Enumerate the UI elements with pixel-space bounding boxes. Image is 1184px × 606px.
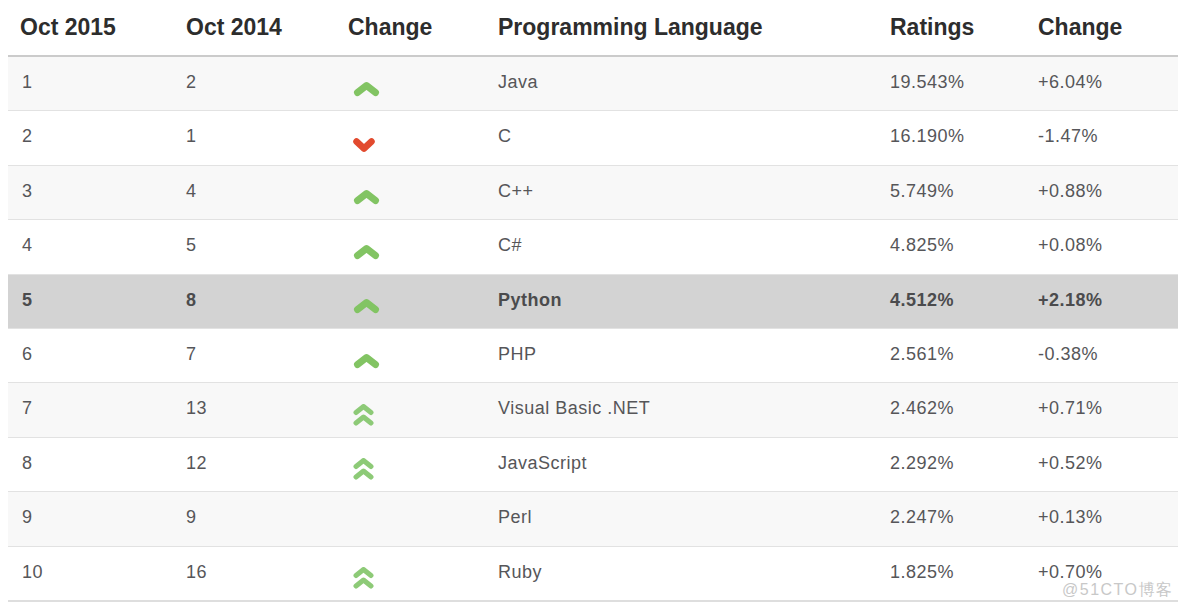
cell-ratings: 4.825%: [878, 220, 1026, 274]
cell-language: C: [486, 111, 878, 165]
cell-ratings: 4.512%: [878, 274, 1026, 328]
column-header-language: Programming Language: [486, 0, 878, 56]
arrow-double-up-icon: [353, 458, 374, 481]
arrow-up-icon: [353, 353, 380, 369]
cell-change-arrow: [336, 437, 486, 491]
cell-pos-2014: 4: [174, 165, 336, 219]
table-row: 45 C#4.825%+0.08%: [8, 220, 1178, 274]
cell-change-pct: +0.88%: [1026, 165, 1178, 219]
cell-change-pct: +0.08%: [1026, 220, 1178, 274]
cell-pos-2014: 1: [174, 111, 336, 165]
table-row: 812 JavaScript2.292%+0.52%: [8, 437, 1178, 491]
cell-pos-2015: 7: [8, 383, 174, 437]
cell-change-arrow: [336, 328, 486, 382]
cell-pos-2014: 9: [174, 492, 336, 546]
table-row: 12 Java19.543%+6.04%: [8, 56, 1178, 111]
column-header-ratings: Ratings: [878, 0, 1026, 56]
cell-pos-2014: 7: [174, 328, 336, 382]
cell-pos-2015: 8: [8, 437, 174, 491]
cell-pos-2015: 3: [8, 165, 174, 219]
tiobe-index-table: Oct 2015Oct 2014ChangeProgramming Langua…: [8, 0, 1178, 602]
table-row: 21 C16.190%-1.47%: [8, 111, 1178, 165]
cell-change-pct: -0.38%: [1026, 328, 1178, 382]
watermark: @51CTO博客: [1062, 580, 1174, 601]
table-row: 67 PHP2.561%-0.38%: [8, 328, 1178, 382]
table-row: 34 C++5.749%+0.88%: [8, 165, 1178, 219]
cell-pos-2014: 8: [174, 274, 336, 328]
cell-language: Perl: [486, 492, 878, 546]
cell-change-pct: +0.52%: [1026, 437, 1178, 491]
table-header-row: Oct 2015Oct 2014ChangeProgramming Langua…: [8, 0, 1178, 56]
table-row: 99 Perl2.247%+0.13%: [8, 492, 1178, 546]
cell-pos-2015: 10: [8, 546, 174, 601]
table-row: 1016Ruby1.825%+0.70%: [8, 546, 1178, 601]
cell-change-arrow: [336, 165, 486, 219]
cell-ratings: 19.543%: [878, 56, 1026, 111]
arrow-double-up-icon: [353, 404, 374, 427]
table-row: 58 Python4.512%+2.18%: [8, 274, 1178, 328]
cell-language: C#: [486, 220, 878, 274]
cell-language: JavaScript: [486, 437, 878, 491]
cell-change-arrow: [336, 546, 486, 601]
column-header-pos-2014: Oct 2014: [174, 0, 336, 56]
cell-change-arrow: [336, 274, 486, 328]
cell-pos-2014: 5: [174, 220, 336, 274]
cell-pos-2015: 2: [8, 111, 174, 165]
cell-change-pct: +0.13%: [1026, 492, 1178, 546]
cell-pos-2015: 6: [8, 328, 174, 382]
cell-ratings: 5.749%: [878, 165, 1026, 219]
cell-change-arrow: [336, 383, 486, 437]
cell-change-pct: +0.71%: [1026, 383, 1178, 437]
table-row: 713 Visual Basic .NET2.462%+0.71%: [8, 383, 1178, 437]
cell-ratings: 2.247%: [878, 492, 1026, 546]
cell-pos-2014: 12: [174, 437, 336, 491]
column-header-change-pct: Change: [1026, 0, 1178, 56]
cell-language: Visual Basic .NET: [486, 383, 878, 437]
arrow-double-up-icon: [353, 567, 374, 590]
cell-pos-2014: 2: [174, 56, 336, 111]
cell-change-pct: -1.47%: [1026, 111, 1178, 165]
cell-change-arrow: [336, 111, 486, 165]
cell-ratings: 2.561%: [878, 328, 1026, 382]
cell-change-arrow: [336, 220, 486, 274]
cell-ratings: 1.825%: [878, 546, 1026, 601]
arrow-up-icon: [353, 189, 380, 205]
cell-pos-2015: 4: [8, 220, 174, 274]
column-header-pos-2015: Oct 2015: [8, 0, 174, 56]
arrow-up-icon: [353, 244, 380, 260]
arrow-up-icon: [353, 298, 380, 314]
cell-pos-2014: 13: [174, 383, 336, 437]
cell-change-pct: +6.04%: [1026, 56, 1178, 111]
cell-ratings: 2.462%: [878, 383, 1026, 437]
cell-ratings: 16.190%: [878, 111, 1026, 165]
cell-change-arrow: [336, 56, 486, 111]
cell-change-arrow: [336, 492, 486, 546]
arrow-up-icon: [353, 81, 380, 97]
cell-pos-2015: 5: [8, 274, 174, 328]
arrow-down-icon: [353, 138, 375, 152]
cell-pos-2014: 16: [174, 546, 336, 601]
cell-pos-2015: 1: [8, 56, 174, 111]
cell-pos-2015: 9: [8, 492, 174, 546]
cell-ratings: 2.292%: [878, 437, 1026, 491]
cell-language: PHP: [486, 328, 878, 382]
cell-language: Python: [486, 274, 878, 328]
cell-language: C++: [486, 165, 878, 219]
cell-language: Java: [486, 56, 878, 111]
column-header-change-arrow: Change: [336, 0, 486, 56]
cell-change-pct: +2.18%: [1026, 274, 1178, 328]
cell-language: Ruby: [486, 546, 878, 601]
